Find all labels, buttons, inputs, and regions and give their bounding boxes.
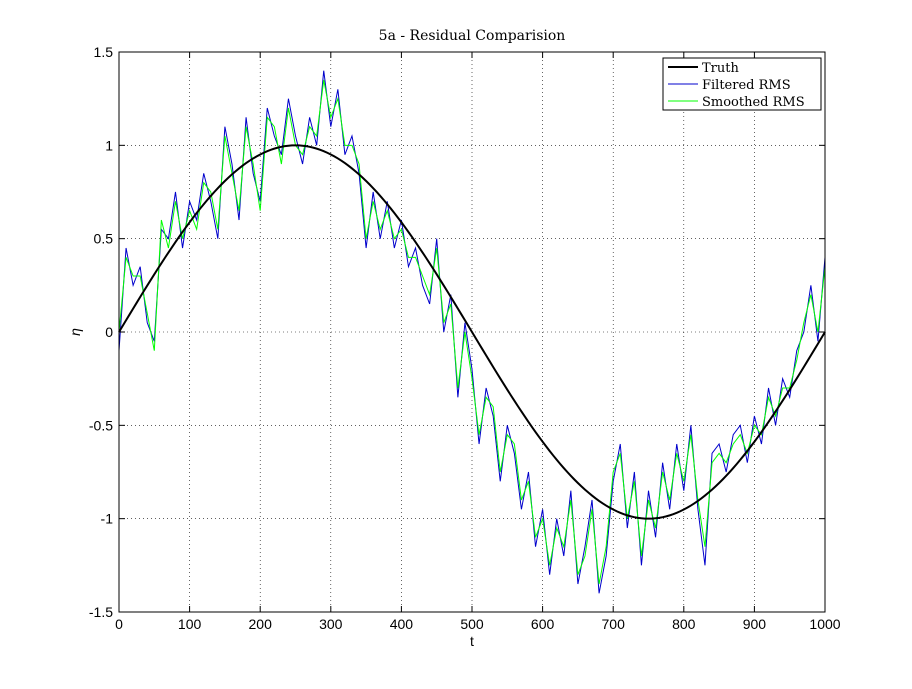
x-tick-label: 600: [531, 616, 555, 632]
legend-label-smoothed: Smoothed RMS: [702, 95, 805, 110]
legend-label-filtered: Filtered RMS: [702, 78, 791, 93]
y-tick-labels: -1.5 -1 -0.5 0 0.5 1 1.5: [89, 44, 113, 620]
x-tick-label: 1000: [809, 616, 840, 632]
legend: Truth Filtered RMS Smoothed RMS: [662, 57, 822, 111]
legend-label-truth: Truth: [702, 61, 739, 76]
y-tick-label: -1: [101, 511, 114, 527]
series-line-filtered-rms: [118, 70, 826, 594]
y-tick-label: 1.5: [94, 44, 114, 60]
series-lines: [118, 70, 826, 594]
y-tick-label: -0.5: [89, 417, 113, 433]
chart-title: 5a - Residual Comparision: [379, 28, 566, 44]
series-line-truth: [118, 144, 826, 520]
y-tick-label: 1: [105, 137, 113, 153]
series-line-smoothed-rms: [118, 79, 826, 585]
grid: [119, 52, 825, 612]
x-tick-label: 100: [178, 616, 202, 632]
y-tick-label: 0: [105, 324, 113, 340]
y-axis-label: η: [67, 328, 83, 336]
x-tick-label: 800: [672, 616, 696, 632]
x-tick-label: 300: [319, 616, 343, 632]
x-tick-labels: 0 100 200 300 400 500 600 700 800 900 1000: [115, 616, 841, 632]
x-tick-label: 900: [743, 616, 767, 632]
x-tick-label: 500: [460, 616, 484, 632]
x-tick-label: 400: [390, 616, 414, 632]
x-tick-label: 0: [115, 616, 123, 632]
x-axis-label: t: [470, 633, 474, 649]
y-tick-label: -1.5: [89, 604, 113, 620]
x-tick-label: 200: [249, 616, 273, 632]
ticks: [118, 51, 826, 613]
y-tick-label: 0.5: [94, 231, 114, 247]
x-tick-label: 700: [602, 616, 626, 632]
